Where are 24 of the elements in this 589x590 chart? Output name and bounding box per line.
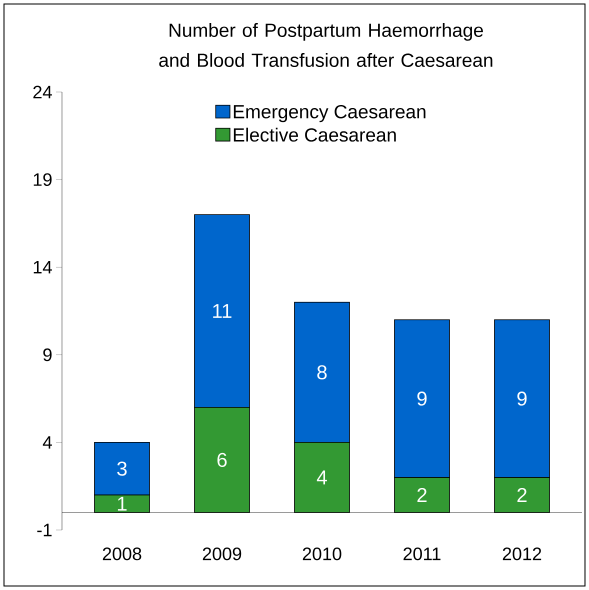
legend-label: Emergency Caesarean — [234, 104, 426, 122]
data-label: 11 — [213, 304, 232, 318]
y-tick-label: 14 — [34, 261, 52, 274]
x-tick-label: 2008 — [102, 548, 142, 560]
y-tick-label: 4 — [42, 436, 52, 449]
data-label: 6 — [217, 452, 227, 467]
y-tick-label: -1 — [37, 524, 52, 536]
data-label: 2 — [417, 488, 427, 502]
y-tick-label: 19 — [34, 173, 52, 186]
x-tick-label: 2009 — [202, 548, 242, 560]
data-label: 8 — [317, 365, 327, 380]
chart-title: Number of Postpartum Haemorrhage and Blood Transfusion after Caesarean — [159, 23, 492, 67]
data-label: 9 — [417, 392, 427, 406]
x-tick-label: 2010 — [302, 548, 342, 560]
y-tick-label: 9 — [43, 348, 52, 362]
legend-label: Elective Caesarean — [234, 128, 396, 142]
data-label: 2 — [517, 488, 527, 502]
x-tick-label: 2011 — [404, 548, 440, 560]
data-label: 9 — [517, 392, 527, 406]
x-tick-label: 2012 — [502, 548, 542, 560]
data-label: 4 — [316, 470, 327, 484]
data-label: 3 — [117, 462, 127, 476]
data-label: 1 — [118, 496, 127, 511]
y-tick-label: 24 — [33, 86, 52, 98]
